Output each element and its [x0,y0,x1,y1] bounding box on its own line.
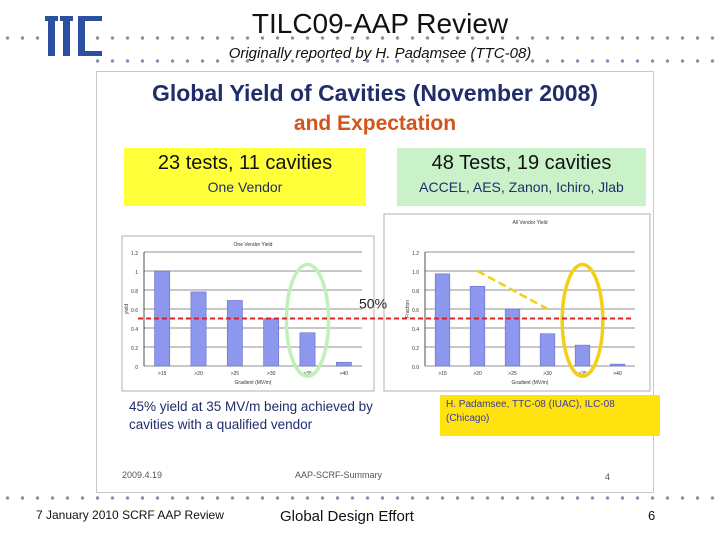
slide-subtitle: and Expectation [293,112,457,135]
trend-line [476,269,549,311]
reference-box: H. Padamsee, TTC-08 (IUAC), ILC-08 (Chic… [440,395,660,436]
embedded-slide: Global Yield of Cavities (November 2008)… [96,71,660,493]
all-vendor-headline: 48 Tests, 19 cavities [431,152,612,174]
all-vendor-bar [539,333,556,367]
one-vendor-bar [226,300,243,367]
one-vendor-y-tick-label: 0.6 [131,308,138,314]
page-number: 6 [648,508,656,523]
one-vendor-headline: 23 tests, 11 cavities [157,152,333,174]
all-vendor-x-tick-label: >30 [543,371,552,377]
all-vendor-y-tick-label: 1.0 [412,270,419,276]
all-vendor-x-tick-label: >15 [438,371,447,377]
second-dotted-line [90,59,720,63]
one-vendor-box: 23 tests, 11 cavities One Vendor [124,148,366,206]
all-vendor-x-tick-label: >20 [473,371,482,377]
all-vendor-chart-title: All Vendor Yield [512,220,547,226]
one-vendor-y-tick-label: 0.2 [131,346,138,352]
one-vendor-x-tick-label: >40 [340,371,349,377]
one-vendor-x-tick-label: >15 [158,371,167,377]
all-vendor-x-tick-label: >35 [578,371,587,377]
threshold-label: 50% [359,296,387,312]
all-vendor-y-tick-label: 0.6 [412,308,419,314]
all-vendor-y-tick-label: 0.4 [412,327,419,333]
all-vendor-highlight-ellipse [560,262,605,379]
one-vendor-x-tick-label: >20 [194,371,203,377]
slide-page-number: 4 [605,472,611,482]
one-vendor-bar [190,291,207,367]
one-vendor-caption: One Vendor [207,179,283,195]
all-vendor-y-tick-label: 0.2 [412,346,419,352]
top-dotted-line [0,36,720,40]
footer-center: Global Design Effort [280,508,414,525]
all-vendor-bar [609,363,626,367]
all-vendor-x-tick-label: >40 [613,371,622,377]
one-vendor-highlight-ellipse [284,262,331,379]
all-vendor-box: 48 Tests, 19 cavities ACCEL, AES, Zanon,… [397,148,646,206]
all-vendor-x-axis-label: Gradient (MV/m) [512,380,549,386]
all-vendor-bar [434,273,451,367]
all-vendor-bar [469,285,486,367]
yield-charts: 0 0.2 0.4 0.6 0.8 1 1.2 One Vendor Yield yield Gr… [121,213,651,392]
one-vendor-chart-title: One Vendor Yield [234,242,273,248]
one-vendor-bar [299,332,316,367]
ilc-logo: ilc [45,16,102,56]
all-vendor-y-tick-label: 1.2 [412,251,419,257]
all-vendor-caption: ACCEL, AES, Zanon, Ichiro, Jlab [419,179,624,195]
one-vendor-y-tick-label: 0.8 [131,289,138,295]
one-vendor-bar [335,361,352,367]
one-vendor-y-tick-label: 1 [135,270,138,276]
all-vendor-x-tick-label: >25 [508,371,517,377]
all-vendor-y-axis-label: Fraction [405,300,411,318]
one-vendor-x-tick-label: >30 [267,371,276,377]
one-vendor-y-axis-label: yield [124,304,130,315]
page-title: TILC09-AAP Review [251,8,509,39]
one-vendor-x-axis-label: Gradient (MV/m) [235,380,272,386]
all-vendor-y-tick-label: 0.0 [412,365,419,371]
one-vendor-bar [263,318,280,367]
bottom-dotted-line [0,496,720,500]
slide-date: 2009.4.19 [122,470,163,480]
one-vendor-y-tick-label: 0 [135,365,138,371]
page-subtitle: Originally reported by H. Padamsee (TTC-… [228,45,532,62]
one-vendor-y-tick-label: 1.2 [131,251,138,257]
footer-date: 7 January 2010 SCRF AAP Review [36,508,224,522]
one-vendor-x-tick-label: >25 [231,371,240,377]
all-vendor-bar [504,308,521,367]
all-vendor-y-tick-label: 0.8 [412,289,419,295]
slide-title: Global Yield of Cavities (November 2008) [151,80,599,106]
yield-note: 45% yield at 35 MV/m being achieved by c… [129,399,373,432]
all-vendor-bar [574,344,591,367]
one-vendor-y-tick-label: 0.4 [131,327,138,333]
slide-footer: AAP-SCRF-Summary [295,470,383,480]
one-vendor-x-tick-label: >35 [303,371,312,377]
